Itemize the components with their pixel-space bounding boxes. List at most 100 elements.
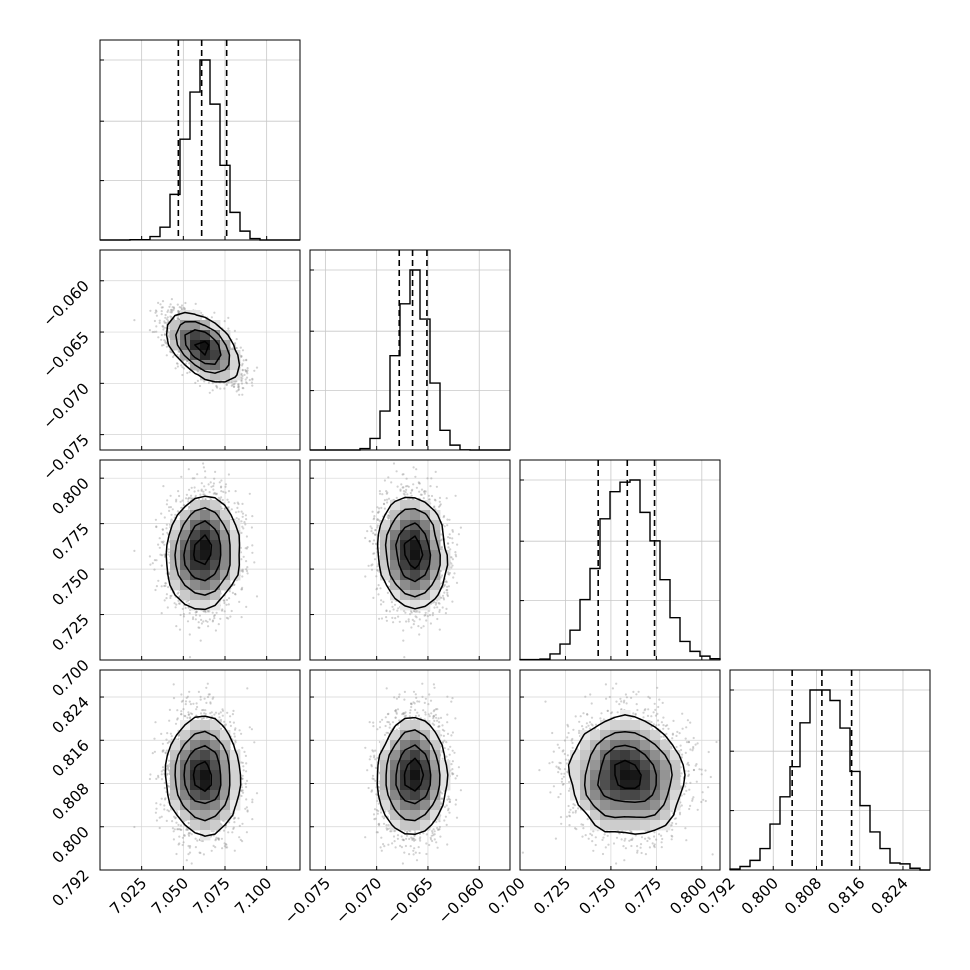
sample-point — [197, 626, 200, 629]
sample-point — [179, 613, 182, 617]
sample-point — [154, 311, 157, 314]
sample-point — [241, 512, 245, 515]
sample-point — [242, 359, 245, 362]
sample-point — [227, 316, 230, 319]
sample-point — [168, 551, 171, 554]
sample-point — [160, 310, 163, 313]
sample-point — [213, 477, 216, 480]
sample-point — [235, 517, 238, 520]
sample-point — [229, 381, 233, 384]
sample-point — [186, 371, 189, 375]
sample-point — [227, 473, 230, 476]
density-cell — [210, 360, 221, 371]
sample-point — [166, 606, 169, 609]
sample-point — [225, 383, 228, 386]
sample-point — [165, 503, 168, 506]
sample-point — [167, 330, 170, 333]
sample-point — [248, 492, 251, 495]
sample-point — [255, 595, 259, 598]
sample-point — [162, 328, 165, 331]
sample-point — [250, 526, 253, 529]
sample-point — [155, 325, 158, 328]
sample-point — [241, 502, 244, 505]
sample-point — [185, 600, 188, 603]
sample-point — [240, 354, 243, 358]
sample-point — [211, 382, 214, 385]
sample-point — [169, 303, 172, 306]
sample-point — [189, 497, 192, 500]
sample-point — [223, 320, 226, 323]
sample-point — [149, 563, 152, 566]
panel-frame — [99, 39, 301, 241]
sample-point — [211, 611, 214, 614]
sample-point — [204, 476, 207, 479]
sample-point — [154, 518, 157, 521]
sample-point — [154, 309, 157, 312]
sample-point — [241, 369, 244, 372]
sample-point — [197, 489, 200, 492]
sample-point — [182, 306, 185, 309]
sample-point — [180, 307, 183, 310]
sample-point — [229, 615, 232, 618]
sample-point — [246, 572, 249, 575]
sample-point — [200, 622, 203, 625]
sample-point — [241, 515, 244, 518]
sample-point — [163, 333, 167, 336]
sample-point — [201, 498, 204, 501]
sample-point — [153, 568, 156, 571]
sample-point — [182, 367, 186, 370]
sample-point — [202, 462, 205, 465]
sample-point — [174, 367, 177, 370]
sample-point — [176, 353, 179, 356]
sample-point — [164, 321, 167, 324]
sample-point — [184, 301, 187, 305]
sample-point — [165, 318, 168, 321]
sample-point — [211, 389, 214, 392]
density-panel — [99, 459, 301, 661]
sample-point — [180, 364, 183, 367]
sample-point — [163, 599, 166, 602]
sample-point — [165, 345, 168, 348]
sample-point — [157, 543, 160, 546]
sample-point — [188, 488, 191, 491]
sample-point — [214, 470, 217, 473]
sample-point — [159, 303, 162, 306]
sample-point — [208, 391, 211, 394]
sample-point — [148, 329, 151, 332]
sample-point — [165, 354, 168, 357]
sample-point — [149, 309, 152, 312]
sample-point — [237, 383, 240, 386]
sample-point — [238, 600, 241, 604]
sample-point — [239, 346, 242, 349]
sample-point — [166, 316, 169, 319]
sample-point — [202, 493, 205, 496]
sample-point — [181, 607, 184, 611]
sample-point — [237, 388, 240, 391]
sample-point — [230, 384, 233, 387]
sample-point — [226, 498, 229, 501]
sample-point — [160, 338, 163, 341]
sample-point — [245, 376, 249, 379]
sample-point — [170, 308, 173, 311]
sample-point — [187, 497, 190, 500]
sample-point — [184, 606, 187, 610]
sample-point — [248, 378, 251, 382]
sample-point — [232, 385, 235, 388]
sample-point — [165, 597, 168, 600]
sample-point — [158, 321, 161, 324]
sample-point — [250, 381, 253, 384]
sample-point — [153, 319, 156, 323]
sample-point — [160, 554, 164, 557]
sample-point — [251, 384, 254, 387]
sample-point — [175, 603, 178, 606]
density-panel — [99, 249, 301, 451]
sample-point — [175, 500, 178, 503]
sample-point — [243, 521, 246, 524]
sample-point — [164, 313, 167, 317]
sample-point — [176, 365, 179, 368]
sample-point — [223, 610, 226, 613]
sample-point — [161, 325, 164, 328]
sample-point — [227, 490, 231, 493]
sample-point — [181, 366, 184, 369]
sample-point — [227, 603, 230, 606]
